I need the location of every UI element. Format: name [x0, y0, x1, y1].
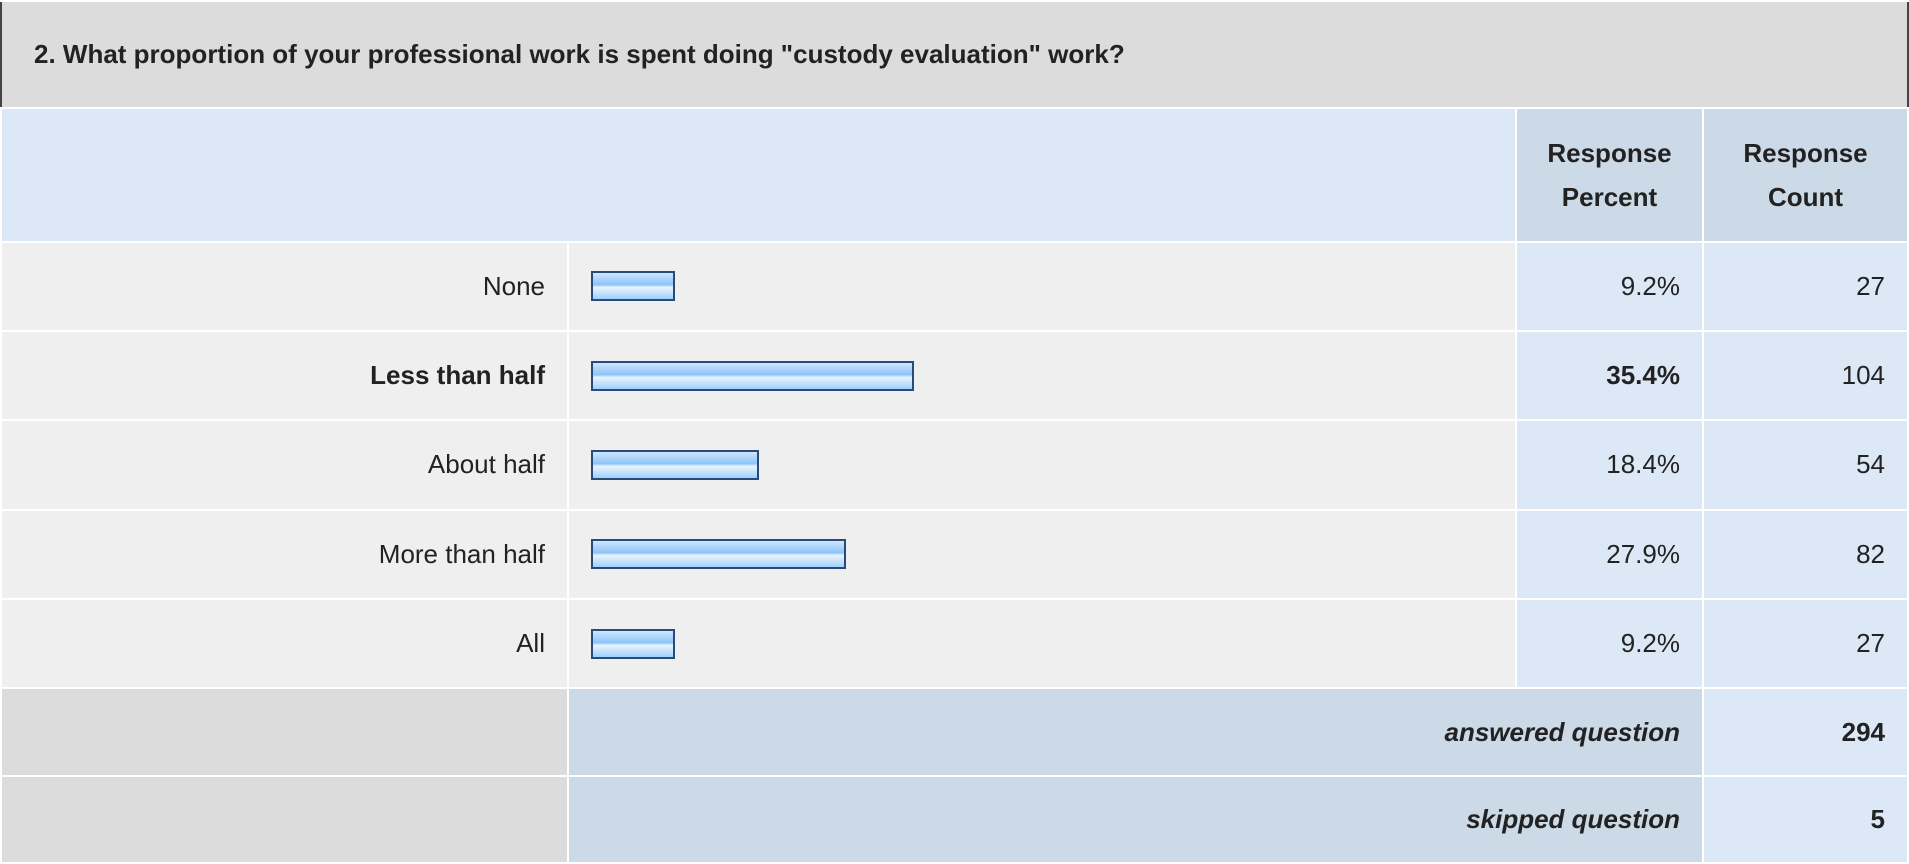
header-text: Response [1547, 137, 1672, 168]
footer-label: skipped question [567, 774, 1704, 864]
header-text: Response [1743, 137, 1868, 168]
header-text: Count [1767, 181, 1844, 212]
bar-cell [567, 508, 1517, 601]
footer-row: answered question 294 [0, 687, 1909, 777]
response-count: 82 [1702, 508, 1909, 601]
question-title: 2. What proportion of your professional … [1, 0, 1908, 109]
bar-cell [567, 240, 1517, 332]
data-row: Less than half 35.4% 104 [0, 329, 1909, 422]
response-count: 104 [1702, 329, 1909, 422]
answer-label: Less than half [0, 329, 569, 422]
answer-label: More than half [0, 508, 569, 601]
footer-row: skipped question 5 [0, 774, 1909, 864]
response-percent: 27.9% [1515, 508, 1704, 601]
response-percent: 9.2% [1515, 597, 1704, 690]
data-row: About half 18.4% 54 [0, 419, 1909, 511]
bar-cell [567, 329, 1517, 422]
bar [591, 271, 675, 302]
bar [591, 628, 675, 659]
header-row: Response Percent Response Count [0, 106, 1909, 243]
response-count: 54 [1702, 419, 1909, 511]
answer-label: About half [0, 419, 569, 511]
response-percent: 18.4% [1515, 419, 1704, 511]
answer-label: All [0, 597, 569, 690]
footer-count: 294 [1702, 687, 1909, 777]
percent-header: Response Percent [1515, 106, 1704, 243]
response-percent: 35.4% [1515, 329, 1704, 422]
header-blank [0, 106, 1517, 243]
bar-cell [567, 597, 1517, 690]
response-count: 27 [1702, 597, 1909, 690]
footer: answered question 294 skipped question 5 [0, 687, 1909, 864]
footer-label: answered question [567, 687, 1704, 777]
bar [591, 449, 759, 480]
footer-count: 5 [1702, 774, 1909, 864]
answer-label: None [0, 240, 569, 332]
bar [591, 539, 846, 570]
rows: None 9.2% 27 Less than half 35.4% 104 About ha… [0, 240, 1909, 690]
bar [591, 360, 915, 391]
header-text: Percent [1561, 181, 1658, 212]
response-count: 27 [1702, 240, 1909, 332]
count-header: Response Count [1702, 106, 1909, 243]
bar-cell [567, 419, 1517, 511]
data-row: None 9.2% 27 [0, 240, 1909, 332]
footer-blank [0, 687, 569, 777]
footer-blank [0, 774, 569, 864]
data-row: More than half 27.9% 82 [0, 508, 1909, 601]
data-row: All 9.2% 27 [0, 597, 1909, 690]
response-percent: 9.2% [1515, 240, 1704, 332]
title-row: 2. What proportion of your professional … [1, 0, 1908, 109]
